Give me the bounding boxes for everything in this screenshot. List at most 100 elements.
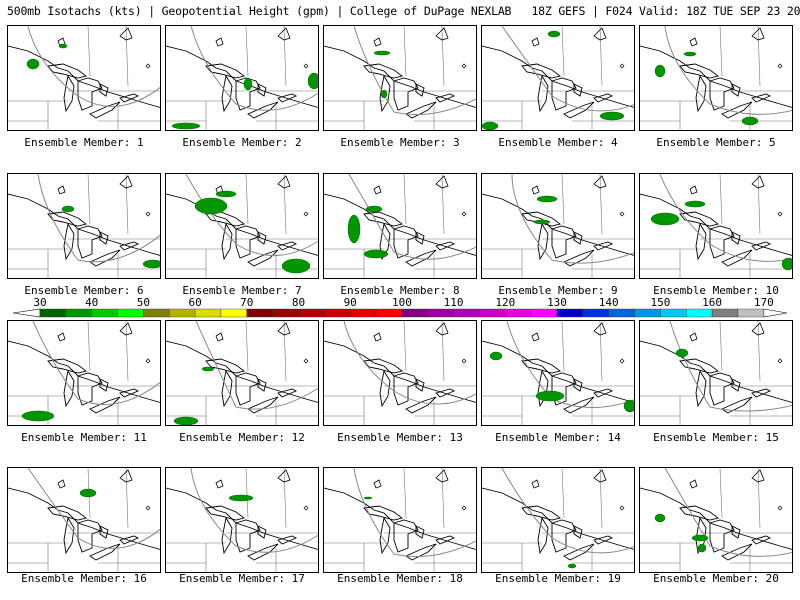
colorbar-swatch <box>453 308 480 318</box>
colorbar-swatch <box>737 308 765 318</box>
ensemble-map-12 <box>165 320 319 426</box>
ensemble-map-14 <box>481 320 635 426</box>
colorbar-tick-label: 30 <box>33 296 46 309</box>
colorbar-swatch <box>427 308 454 318</box>
colorbar-swatch <box>711 308 739 318</box>
isotach-fill <box>79 488 97 498</box>
ensemble-map-10 <box>639 173 793 279</box>
height-contour <box>669 321 792 412</box>
isotach-fill <box>307 72 318 90</box>
isotach-fill <box>228 494 254 502</box>
ensemble-map-20 <box>639 467 793 573</box>
isotach-fill <box>347 214 361 244</box>
isotach-fill <box>363 249 389 259</box>
height-contour <box>511 174 634 264</box>
height-contour <box>190 26 318 111</box>
ensemble-member-label: Ensemble Member: 19 <box>495 572 621 585</box>
isotach-fill <box>489 351 503 361</box>
ensemble-member-label: Ensemble Member: 6 <box>24 284 144 297</box>
height-contour <box>353 468 476 558</box>
colorbar-tick-label: 100 <box>392 296 412 309</box>
colorbar-swatch <box>582 308 609 318</box>
colorbar-tick-label: 130 <box>547 296 567 309</box>
colorbar-tick-label: 80 <box>292 296 305 309</box>
colorbar-tick-label: 150 <box>650 296 670 309</box>
colorbar-tick-label: 120 <box>495 296 515 309</box>
isotach-fill <box>567 563 577 569</box>
colorbar-swatch <box>117 308 144 318</box>
height-contour <box>501 26 634 112</box>
height-contour <box>501 468 634 554</box>
colorbar-swatch <box>143 308 170 318</box>
isotach-fill <box>61 205 75 213</box>
ensemble-member-label: Ensemble Member: 13 <box>337 431 463 444</box>
ensemble-map-19 <box>481 467 635 573</box>
ensemble-map-13 <box>323 320 477 426</box>
colorbar-tick-label: 50 <box>137 296 150 309</box>
ensemble-map-17 <box>165 467 319 573</box>
isotach-fill <box>623 399 634 413</box>
isotach-fill <box>781 257 792 271</box>
height-contour <box>506 321 634 408</box>
height-contour <box>195 321 318 410</box>
ensemble-map-4 <box>481 25 635 131</box>
height-contour <box>664 26 792 115</box>
colorbar-tick-label: 70 <box>240 296 253 309</box>
isotach-fill <box>599 111 625 121</box>
height-contour <box>659 174 792 262</box>
ensemble-map-5 <box>639 25 793 131</box>
ensemble-map-6 <box>7 173 161 279</box>
isotach-fill <box>533 219 551 225</box>
colorbar-swatch <box>350 308 377 318</box>
isotach-fill <box>173 416 199 425</box>
ensemble-member-label: Ensemble Member: 8 <box>340 284 460 297</box>
ensemble-map-8 <box>323 173 477 279</box>
height-contour <box>185 174 318 256</box>
colorbar-tick-label: 170 <box>754 296 774 309</box>
ensemble-member-label: Ensemble Member: 9 <box>498 284 618 297</box>
isotach-fill <box>171 122 201 130</box>
isotach-fill <box>675 348 689 358</box>
ensemble-map-9 <box>481 173 635 279</box>
isotach-fill <box>363 496 373 500</box>
isotach-fill <box>697 543 707 553</box>
ensemble-member-label: Ensemble Member: 1 <box>24 136 144 149</box>
isotach-fill <box>650 212 680 226</box>
isotach-fill <box>201 366 215 372</box>
colorbar-swatch <box>272 308 299 318</box>
colorbar-swatch <box>39 308 67 318</box>
ensemble-member-label: Ensemble Member: 15 <box>653 431 779 444</box>
ensemble-member-label: Ensemble Member: 14 <box>495 431 621 444</box>
isotach-fill <box>380 89 388 99</box>
height-contour <box>664 468 792 557</box>
colorbar-swatch <box>401 308 428 318</box>
ensemble-member-label: Ensemble Member: 7 <box>182 284 302 297</box>
colorbar-swatch <box>686 308 713 318</box>
height-contour <box>27 468 160 549</box>
colorbar-tick-label: 110 <box>444 296 464 309</box>
height-contour <box>353 26 476 116</box>
isotach-fill <box>482 121 499 130</box>
colorbar-swatch <box>608 308 635 318</box>
height-contour <box>32 321 160 406</box>
ensemble-map-16 <box>7 467 161 573</box>
ensemble-map-18 <box>323 467 477 573</box>
ensemble-map-11 <box>7 320 161 426</box>
colorbar-swatch <box>505 308 532 318</box>
ensemble-map-1 <box>7 25 161 131</box>
colorbar-swatch <box>324 308 351 318</box>
isotach-fill <box>215 190 237 198</box>
colorbar-swatch <box>246 308 273 318</box>
colorbar-swatch <box>169 308 196 318</box>
colorbar-swatch <box>375 308 403 318</box>
colorbar-tick-label: 40 <box>85 296 98 309</box>
ensemble-member-label: Ensemble Member: 20 <box>653 572 779 585</box>
ensemble-member-label: Ensemble Member: 11 <box>21 431 147 444</box>
colorbar-swatch <box>479 308 506 318</box>
ensemble-map-15 <box>639 320 793 426</box>
colorbar-swatch <box>91 308 118 318</box>
isotach-fill <box>373 50 391 56</box>
colorbar-swatch <box>660 308 687 318</box>
ensemble-map-3 <box>323 25 477 131</box>
isotach-fill <box>58 43 68 49</box>
